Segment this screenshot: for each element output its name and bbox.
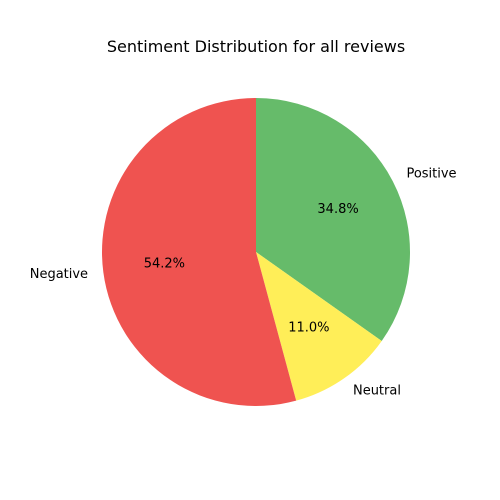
pie-slice-negative [101, 98, 297, 406]
pie-slice-positive [256, 98, 410, 341]
pie-slices [101, 98, 410, 406]
pie-category-label-neutral: Neutral [353, 383, 401, 398]
pie-category-label-negative: Negative [30, 267, 88, 282]
chart-title: Sentiment Distribution for all reviews [107, 37, 405, 56]
pie-pct-label-neutral: 11.0% [288, 320, 329, 335]
pie-category-label-positive: Positive [406, 167, 456, 182]
pie-slice-neutral [256, 252, 382, 401]
pie-pct-label-positive: 34.8% [317, 202, 358, 217]
pie-labels: 34.8% Positive 11.0% Neutral 54.2% Negative [30, 167, 457, 399]
pie-pct-label-negative: 54.2% [144, 257, 185, 272]
